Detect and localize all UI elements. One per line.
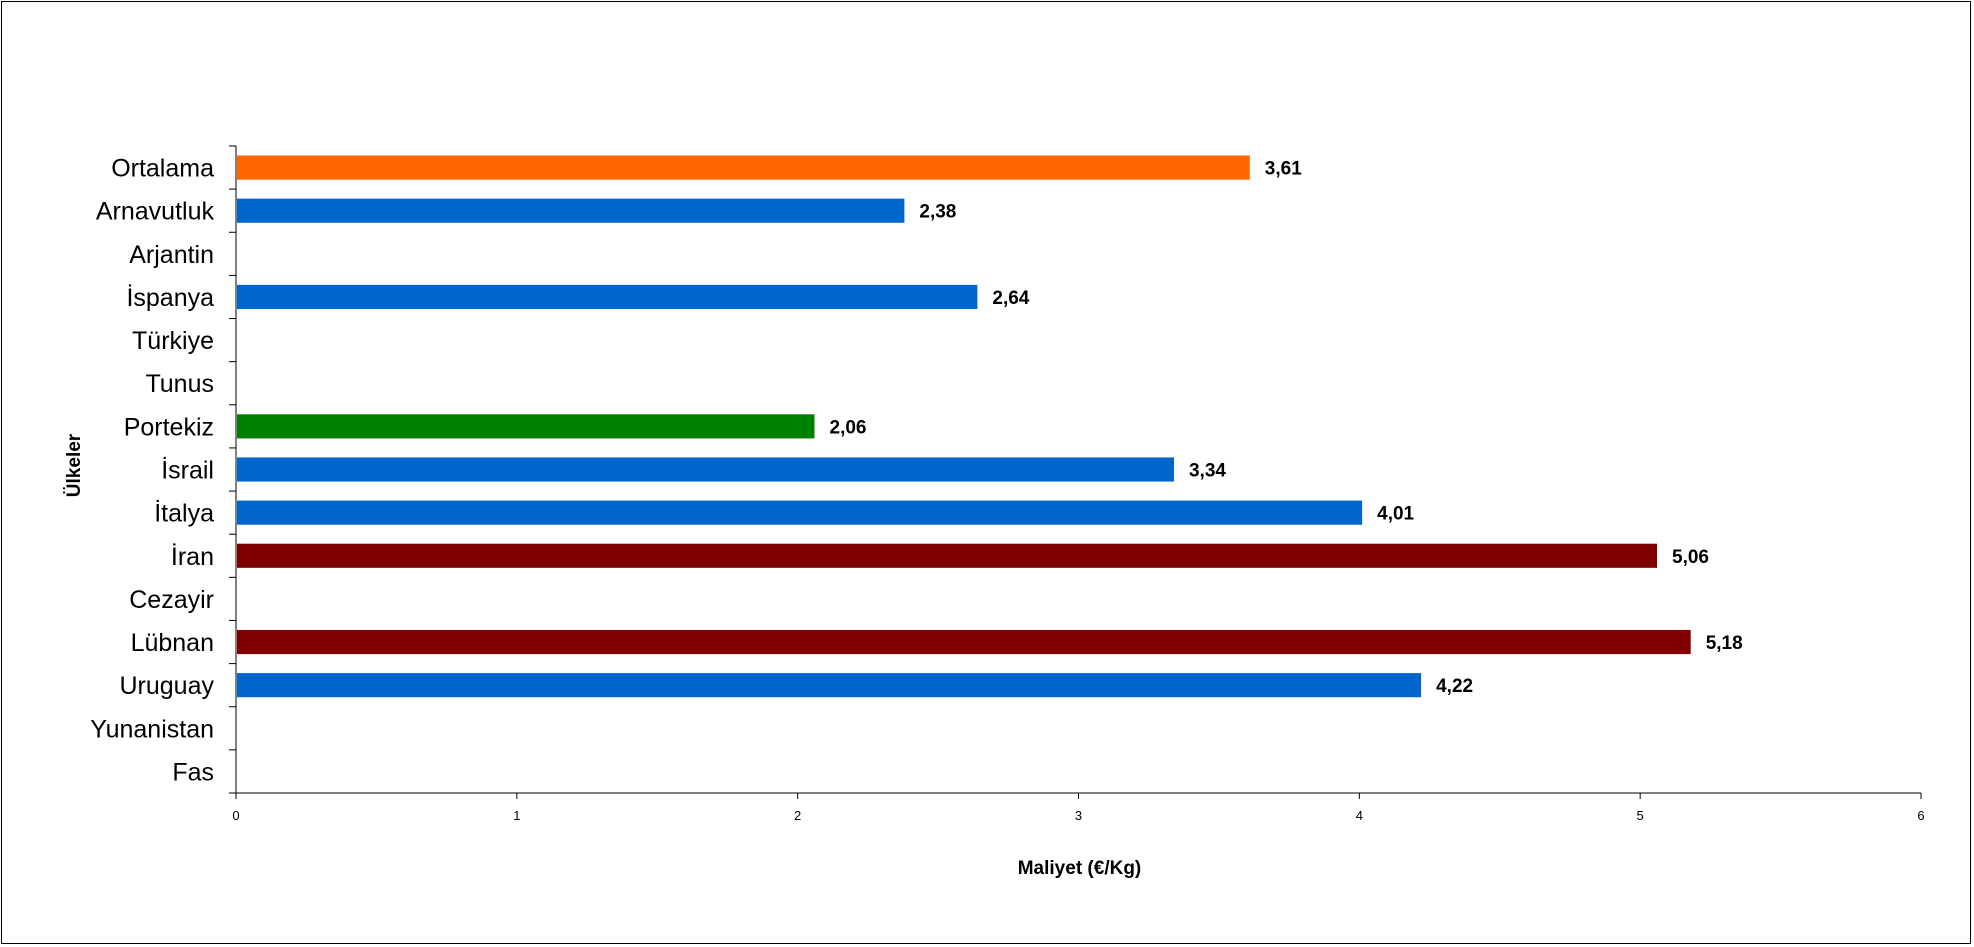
category-label: Cezayir [129, 586, 214, 614]
category-label: Ortalama [111, 155, 214, 183]
category-label: Türkiye [132, 327, 214, 355]
x-tick-label: 0 [232, 808, 239, 823]
data-label: 4,01 [1377, 504, 1414, 525]
category-label: Tunus [145, 370, 214, 398]
bar [237, 284, 978, 310]
data-label: 5,06 [1672, 547, 1709, 568]
category-label: İsrail [161, 456, 214, 485]
data-label: 2,38 [919, 202, 956, 223]
category-label: İran [171, 542, 214, 571]
bar [237, 543, 1658, 568]
x-tick-label: 3 [1075, 808, 1082, 823]
ticks-group [229, 145, 1922, 799]
x-tick-label: 4 [1356, 808, 1363, 823]
x-tick-label: 1 [513, 808, 520, 823]
data-label: 3,34 [1189, 461, 1226, 482]
bar [237, 155, 1250, 180]
x-tick-label: 6 [1917, 808, 1924, 823]
bar [237, 673, 1422, 698]
x-tick-label: 2 [794, 808, 801, 823]
category-label: İspanya [126, 283, 214, 312]
x-axis-title: Maliyet (€/Kg) [1018, 858, 1142, 879]
data-label: 2,64 [992, 288, 1029, 309]
bar [237, 198, 905, 223]
category-label: İtalya [154, 499, 214, 528]
bar [237, 629, 1691, 655]
category-label: Yunanistan [90, 715, 214, 743]
bar [237, 500, 1363, 525]
data-label: 3,61 [1265, 159, 1302, 180]
category-label: Lübnan [131, 629, 214, 657]
bars-group [237, 155, 1691, 698]
category-label: Arnavutluk [96, 198, 215, 226]
category-label: Portekiz [124, 413, 214, 441]
category-label: Uruguay [120, 672, 215, 700]
x-tick-label: 5 [1637, 808, 1644, 823]
data-label: 5,18 [1706, 633, 1743, 654]
bar [237, 457, 1174, 482]
labels-group: Ortalama 3,61 Arnavutluk 2,38 Arjantin İspany… [90, 155, 1924, 823]
data-label: 2,06 [830, 417, 867, 438]
category-label: Arjantin [129, 241, 214, 269]
y-axis-title: Ülkeler [64, 433, 85, 497]
bar [237, 414, 815, 439]
category-label: Fas [172, 758, 214, 786]
data-label: 4,22 [1436, 676, 1473, 697]
